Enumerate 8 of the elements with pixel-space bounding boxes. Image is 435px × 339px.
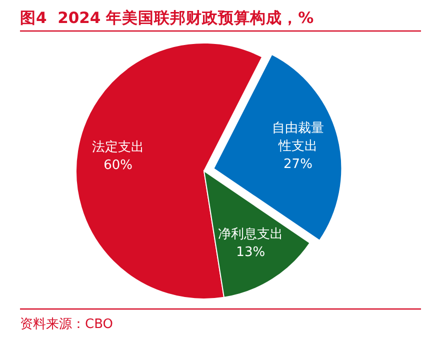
data-label: 13% [235, 244, 266, 262]
slice-label: 净利息支出 [217, 226, 284, 244]
slice-label: 自由裁量性支出 [270, 120, 325, 156]
slice-label: 法定支出 [91, 139, 146, 158]
text: 资料来源：CBO [20, 316, 113, 333]
data-label: 27% [282, 156, 314, 174]
chart-title: 图4 2024 年美国联邦财政预算构成，% [20, 8, 314, 29]
data-label: 60% [102, 157, 134, 176]
